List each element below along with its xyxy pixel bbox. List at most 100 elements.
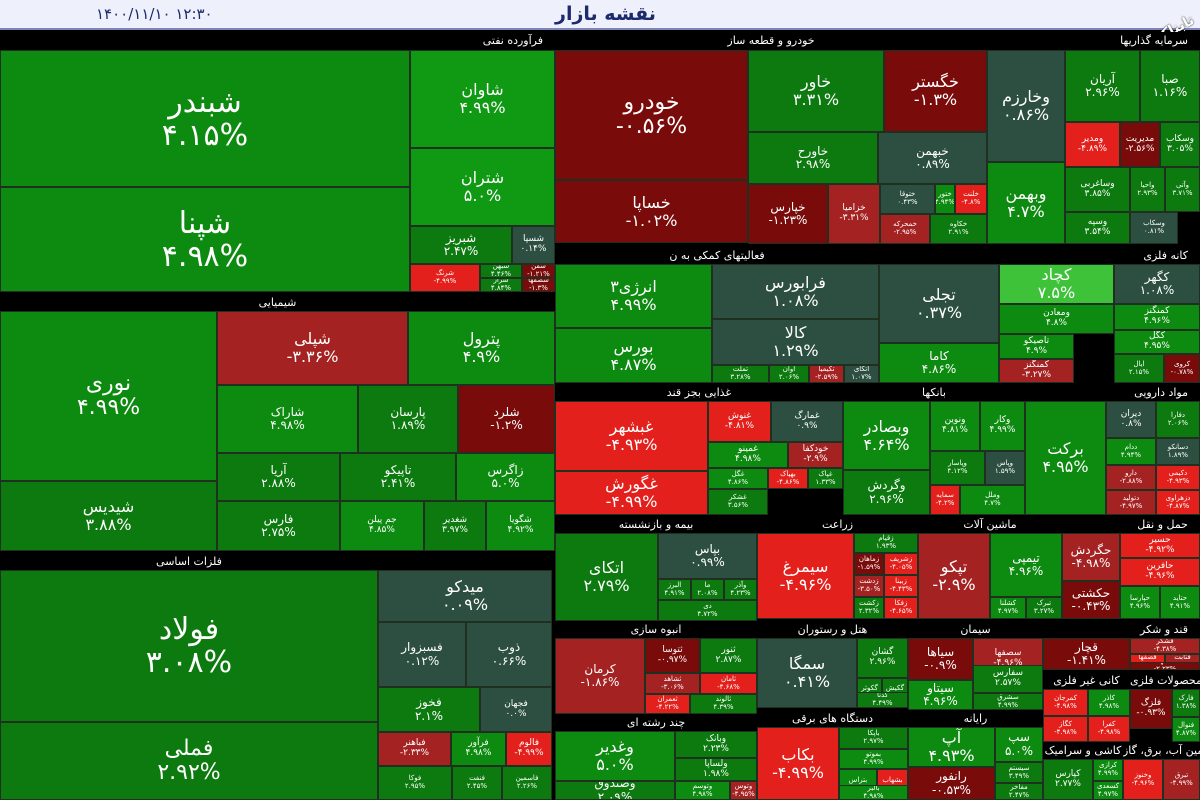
stock-tile[interactable]: کمنگنز ۴.۹۶% [1114,304,1200,330]
stock-tile[interactable]: فالوم -۴.۹۹% [506,732,552,766]
stock-tile[interactable]: خگستر -۱.۳% [884,50,987,132]
sector-header[interactable]: مواد دارویی [1025,384,1200,401]
stock-tile[interactable]: اتکای ۱.۰۷% [844,365,879,383]
stock-tile[interactable]: فجهان ۰.۰% [480,687,552,732]
stock-tile[interactable]: زشریف -۴.۰۵% [884,553,918,575]
stock-tile[interactable]: دسانکو ۱.۸۹% [1156,438,1200,465]
stock-tile[interactable]: غمینو ۴.۹۸% [708,442,788,468]
stock-tile[interactable]: خمحرکه -۲.۹۵% [880,214,930,244]
stock-tile[interactable]: فرآور ۴.۹۸% [451,732,506,766]
sector-header[interactable]: قند و شکر [1043,621,1200,638]
stock-tile[interactable]: شگویا ۴.۹۲% [486,501,555,551]
stock-tile[interactable]: بورس ۴.۸۷% [555,328,712,383]
stock-tile[interactable]: انرژی۳ ۴.۹۹% [555,264,712,328]
stock-tile[interactable]: کالا ۱.۲۹% [712,319,879,365]
stock-tile[interactable]: ومدیر -۴.۸۹% [1065,122,1120,167]
stock-tile[interactable]: باپکا ۲.۹۷% [839,727,908,749]
stock-tile[interactable]: خزامیا -۳.۳۱% [828,184,880,244]
stock-tile[interactable]: خلنت -۴.۸% [955,184,987,214]
stock-tile[interactable]: ثنور ۲.۸۷% [700,638,757,673]
stock-tile[interactable]: شبریز ۲.۴۷% [410,226,512,264]
stock-tile[interactable]: غمارگ ۰.۹% [771,401,843,442]
stock-tile[interactable]: فنفت ۲.۴۵% [452,766,502,800]
sector-header[interactable]: دستگاه های برقی [757,710,908,727]
stock-tile[interactable]: تجلی ۰.۳۷% [879,264,999,343]
stock-tile[interactable]: زبینا -۴.۴۳% [884,575,918,597]
stock-tile[interactable]: سشرق ۴.۹۹% [973,693,1043,710]
stock-tile[interactable]: وغدیر ۵.۰% [555,731,675,781]
stock-tile[interactable]: شیدیس ۳.۸۸% [0,481,217,551]
stock-tile[interactable]: آریا ۲.۸۸% [217,453,340,501]
stock-tile[interactable]: زقیام ۱.۹۳% [854,533,918,553]
stock-tile[interactable]: غشکر ۳.۵۶% [708,489,768,515]
stock-tile[interactable]: وآتی ۳.۷۱% [1165,167,1200,212]
stock-tile[interactable]: کاما ۴.۸۶% [879,343,999,383]
stock-tile[interactable]: کچاد ۷.۵% [999,264,1114,304]
stock-tile[interactable]: تبرک ۳.۲۷% [1026,597,1062,619]
stock-tile[interactable]: غپاک ۱.۳۳% [808,468,843,489]
stock-tile[interactable]: فرابورس ۱.۰۸% [712,264,879,319]
sector-header[interactable]: محصولات فلزی [1130,672,1200,689]
stock-tile[interactable]: کرازی ۴.۹۹% [1093,759,1123,781]
stock-tile[interactable]: ثشاهد -۳.۰۶% [645,673,700,694]
stock-tile[interactable]: ثعمران -۴.۲۲% [645,694,690,714]
stock-tile[interactable]: خبهمن ۰.۸۹% [878,132,987,184]
stock-tile[interactable]: وپاس ۱.۵۹% [985,451,1025,485]
stock-tile[interactable]: شتران ۵.۰% [410,148,555,226]
stock-tile[interactable]: ثامان -۴.۶۸% [700,673,757,694]
stock-tile[interactable]: وتوسم ۴.۹۸% [675,781,730,800]
stock-tile[interactable]: شسپا ۰.۱۴% [512,226,555,264]
sector-header[interactable]: شیمیایی [0,294,555,311]
stock-tile[interactable]: قچار -۱.۴۱% [1043,638,1130,670]
sector-header[interactable]: زراعت [757,516,918,533]
stock-tile[interactable]: قشکر -۴.۳۸% [1130,638,1200,654]
stock-tile[interactable]: زماهان -۱.۵۹% [854,553,884,575]
stock-tile[interactable]: وتوس -۴.۹۵% [730,781,757,800]
stock-tile[interactable]: ما ۲.۰۸% [691,579,724,600]
stock-tile[interactable]: فخوز ۲.۱% [378,687,480,732]
stock-tile[interactable]: وپاسار ۴.۱۲% [930,451,985,485]
stock-tile[interactable]: وبانک ۲.۲۳% [675,731,757,758]
stock-tile[interactable]: خکاوه ۲.۹۱% [930,214,987,244]
stock-tile[interactable]: شلرد -۱.۲% [458,385,555,453]
sector-header[interactable]: فلزات اساسی [0,553,378,570]
stock-tile[interactable]: فملی ۲.۹۲% [0,722,378,800]
stock-tile[interactable]: سفارس ۲.۵۷% [973,665,1043,693]
stock-tile[interactable]: کپارس ۲.۷۷% [1043,759,1093,800]
stock-tile[interactable]: واحیا ۲.۹۳% [1130,167,1165,212]
stock-tile[interactable]: فباهنر -۲.۳۳% [378,732,451,766]
sector-header[interactable]: فعالیتهای کمکی به ن [555,247,879,264]
stock-tile[interactable]: اوان ۲.۰۶% [769,365,809,383]
stock-tile[interactable]: وبهمن ۴.۷% [987,162,1065,244]
stock-tile[interactable]: سیتاو ۴.۹۶% [908,680,973,710]
stock-tile[interactable]: کروی -۰.۷۸% [1164,354,1200,383]
stock-tile[interactable]: کفرا -۴.۹۸% [1088,716,1130,742]
stock-tile[interactable]: شپلی -۳.۳۶% [217,311,408,385]
stock-tile[interactable]: ثتوسا -۰.۹۷% [645,638,700,673]
stock-tile[interactable]: تکیمیا -۲.۵۹% [809,365,844,383]
stock-tile[interactable]: شغدیر ۳.۹۷% [424,501,486,551]
stock-tile[interactable]: شفن -۱.۲۱% [522,264,555,278]
stock-tile[interactable]: فنوال ۴.۸۷% [1172,717,1200,742]
stock-tile[interactable]: سپ ۵.۰% [995,727,1043,762]
stock-tile[interactable]: حپارسا ۴.۹۶% [1120,586,1160,619]
stock-tile[interactable]: تملت ۳.۲۸% [712,365,769,383]
stock-tile[interactable]: گدنا ۴.۴۹% [857,692,908,708]
sector-header[interactable]: سرمایه گذاریها [987,32,1200,49]
stock-tile[interactable]: شرنگ -۴.۹۹% [410,264,480,292]
stock-tile[interactable]: کگهر ۱.۰۸% [1114,264,1200,304]
stock-tile[interactable]: وآذر ۴.۲۳% [724,579,757,600]
stock-tile[interactable]: سیستم ۳.۴۹% [995,762,1043,783]
stock-tile[interactable]: فارس ۲.۷۵% [217,501,340,551]
stock-tile[interactable]: مدیریت -۲.۵۶% [1120,122,1160,167]
stock-tile[interactable]: وصندوق ۲.۰۹% [555,781,675,800]
stock-tile[interactable]: تبرق -۴.۹۹% [1163,759,1200,800]
stock-tile[interactable]: کگاز -۴.۹۸% [1043,716,1088,742]
stock-tile[interactable]: بکاب -۴.۹۹% [757,727,839,800]
stock-tile[interactable]: خودرو -۰.۵۶% [555,50,748,180]
stock-tile[interactable]: کسعدی ۴.۹۷% [1093,781,1123,800]
stock-tile[interactable]: وکار ۴.۹۹% [980,401,1025,451]
sector-header[interactable]: بیمه و بازنشسته [555,516,757,533]
stock-tile[interactable]: ددام ۴.۹۴% [1106,438,1156,465]
stock-tile[interactable]: کمرجان -۴.۹۸% [1043,689,1088,716]
